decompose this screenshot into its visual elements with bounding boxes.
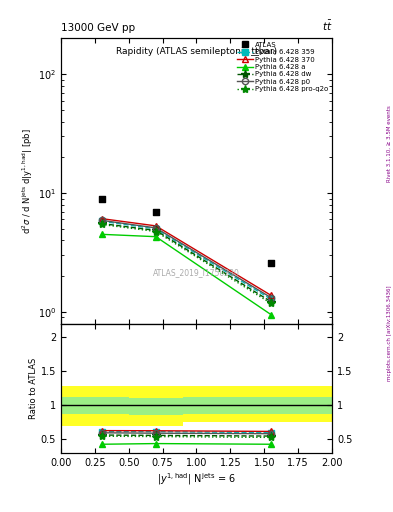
Legend: ATLAS, Pythia 6.428 359, Pythia 6.428 370, Pythia 6.428 a, Pythia 6.428 dw, Pyth: ATLAS, Pythia 6.428 359, Pythia 6.428 37…	[236, 40, 330, 94]
Text: Rapidity (ATLAS semileptonic t͟tbar): Rapidity (ATLAS semileptonic t͟tbar)	[116, 47, 277, 56]
Text: 13000 GeV pp: 13000 GeV pp	[61, 23, 135, 33]
Text: mcplots.cern.ch [arXiv:1306.3436]: mcplots.cern.ch [arXiv:1306.3436]	[387, 285, 392, 380]
Y-axis label: d$^2\sigma$ / d N$^{\rm jets}$ d|y$^{\rm 1,had}$| [pb]: d$^2\sigma$ / d N$^{\rm jets}$ d|y$^{\rm…	[20, 128, 35, 234]
Text: $t\bar{t}$: $t\bar{t}$	[321, 19, 332, 33]
Y-axis label: Ratio to ATLAS: Ratio to ATLAS	[29, 358, 38, 419]
Point	[268, 259, 274, 267]
Text: Rivet 3.1.10, ≥ 3.5M events: Rivet 3.1.10, ≥ 3.5M events	[387, 105, 392, 182]
X-axis label: $|y^{\rm 1,had}|$ N$^{\rm jets}$ = 6: $|y^{\rm 1,had}|$ N$^{\rm jets}$ = 6	[157, 471, 236, 486]
Text: ATLAS_2019_I1750330: ATLAS_2019_I1750330	[153, 268, 240, 276]
Point	[98, 195, 105, 203]
Point	[152, 207, 159, 216]
